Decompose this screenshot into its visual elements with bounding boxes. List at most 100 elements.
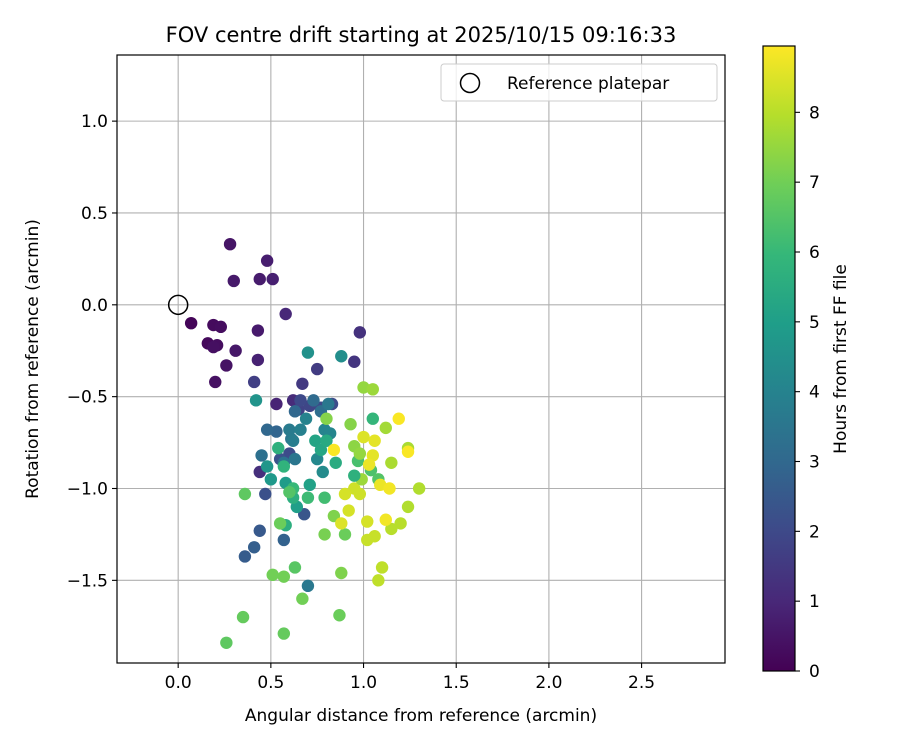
data-point: [320, 434, 333, 447]
data-point: [273, 517, 287, 530]
chart-title: FOV centre drift starting at 2025/10/15 …: [166, 23, 677, 47]
x-tick-label: 0.5: [257, 673, 284, 693]
data-point: [385, 522, 398, 536]
data-point: [220, 636, 233, 649]
legend: Reference platepar: [440, 63, 718, 102]
data-point: [361, 515, 374, 528]
data-point: [385, 456, 398, 469]
data-point: [207, 340, 220, 354]
data-point: [379, 421, 392, 435]
data-point: [357, 381, 370, 394]
y-tick-label: −1.0: [67, 479, 108, 499]
plot-background: [117, 55, 725, 663]
data-point: [253, 524, 266, 537]
colorbar-tick-label: 8: [809, 103, 820, 123]
data-point: [277, 460, 291, 473]
data-point: [264, 473, 278, 486]
data-point: [277, 533, 291, 547]
data-point: [260, 254, 274, 267]
data-point: [366, 383, 380, 396]
data-point: [283, 423, 296, 436]
data-point: [229, 344, 242, 357]
legend-box: [440, 63, 718, 102]
data-point: [318, 528, 331, 541]
data-point: [329, 456, 342, 469]
data-point: [372, 574, 385, 587]
data-point: [277, 627, 291, 640]
data-point: [338, 528, 352, 541]
data-point: [283, 485, 296, 499]
data-point: [310, 362, 324, 376]
colorbar-tick-label: 6: [809, 243, 820, 263]
data-point: [318, 491, 331, 504]
data-point: [348, 355, 361, 368]
data-point: [251, 324, 265, 337]
data-point: [320, 412, 333, 425]
data-point: [220, 359, 233, 372]
data-point: [316, 465, 329, 479]
colorbar-tick-label: 7: [809, 173, 820, 193]
data-point: [301, 491, 315, 504]
data-point: [260, 423, 274, 436]
data-point: [184, 316, 198, 330]
data-point: [286, 434, 300, 447]
colorbar-tick-label: 4: [809, 383, 820, 403]
data-point: [266, 272, 279, 286]
data-point: [296, 592, 309, 605]
data-point: [412, 482, 426, 495]
colorbar-label: Hours from first FF file: [831, 264, 851, 454]
data-point: [253, 272, 266, 286]
data-point: [361, 533, 374, 547]
data-point: [344, 418, 357, 431]
colorbar-tick-label: 0: [809, 662, 820, 682]
data-point: [299, 412, 313, 425]
data-point: [348, 482, 361, 495]
data-point: [296, 377, 309, 390]
data-point: [227, 274, 240, 288]
data-point: [362, 458, 376, 471]
data-point: [266, 568, 279, 582]
data-point: [333, 609, 346, 622]
x-tick-label: 1.5: [443, 673, 470, 693]
data-point: [401, 500, 415, 514]
data-point: [270, 397, 283, 411]
data-point: [307, 394, 320, 407]
data-point: [392, 412, 405, 425]
data-point: [348, 469, 361, 482]
data-point: [322, 397, 335, 411]
data-point: [249, 394, 263, 407]
data-point: [247, 541, 261, 554]
data-point: [247, 375, 261, 389]
data-point: [288, 561, 302, 574]
colorbar: 0 1 2 3 4 5 6 7 8: [762, 45, 820, 682]
data-point: [259, 487, 272, 501]
data-point: [238, 487, 252, 501]
y-axis-label: Rotation from reference (arcmin): [23, 219, 43, 499]
data-point: [368, 434, 381, 447]
y-tick-label: −1.5: [67, 571, 108, 591]
x-axis-label: Angular distance from reference (arcmin): [245, 706, 597, 726]
colorbar-tick-label: 5: [809, 313, 820, 333]
data-point: [255, 449, 268, 462]
x-tick-label: 1.0: [350, 673, 377, 693]
data-point: [335, 350, 348, 363]
data-point: [335, 517, 348, 530]
data-point: [294, 423, 307, 436]
data-point: [353, 326, 367, 339]
data-point: [314, 443, 328, 457]
data-point: [335, 566, 348, 580]
plot-area: 0.0 0.5 1.0 1.5 2.0 2.5 1.0 0.5 0.0 −0.5 −1.0 −1.5: [67, 54, 726, 693]
data-point: [236, 610, 250, 624]
y-tick-label: 0.5: [81, 204, 108, 224]
reference-platepar-marker: [167, 294, 189, 316]
y-tick-label: −0.5: [67, 388, 108, 408]
data-point: [270, 425, 283, 438]
data-point: [342, 504, 355, 517]
data-point: [309, 434, 322, 447]
legend-reference-marker: [459, 72, 481, 94]
x-tick-label: 2.0: [535, 673, 562, 693]
data-point: [303, 478, 316, 492]
colorbar-gradient: [762, 45, 796, 672]
data-point: [294, 394, 307, 407]
